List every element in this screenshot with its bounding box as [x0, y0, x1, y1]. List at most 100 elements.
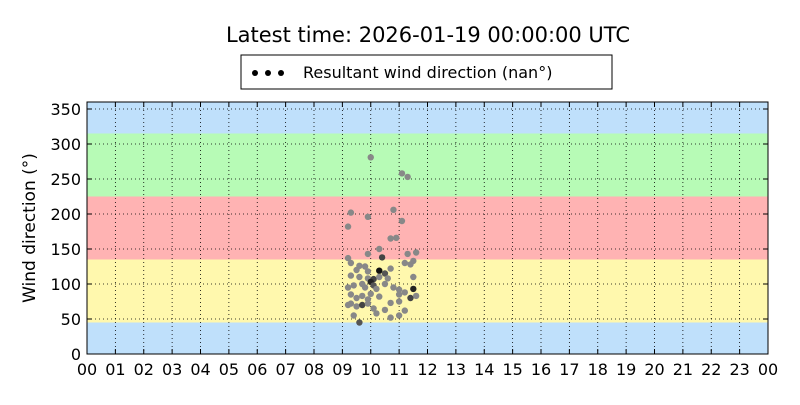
legend-marker-dot: [265, 70, 271, 76]
data-point: [376, 293, 383, 300]
data-point: [367, 154, 374, 161]
data-point: [395, 291, 403, 298]
x-tick-label: 10: [361, 360, 381, 379]
legend-label: Resultant wind direction (nan°): [303, 63, 552, 82]
data-point: [398, 217, 406, 225]
y-tick-label: 350: [50, 100, 81, 119]
data-point: [384, 275, 391, 282]
x-tick-label: 23: [729, 360, 749, 379]
data-point: [387, 299, 394, 307]
data-point: [364, 268, 372, 275]
x-tick-label: 11: [389, 360, 409, 379]
data-point: [398, 170, 406, 177]
data-point: [356, 319, 363, 326]
direction-band: [87, 102, 768, 134]
data-point: [410, 257, 417, 265]
data-point: [361, 263, 369, 270]
x-tick-label: 18: [588, 360, 608, 379]
legend-box: [240, 54, 613, 90]
x-tick-label: 07: [275, 360, 295, 379]
data-point: [381, 270, 389, 277]
data-point: [353, 266, 360, 274]
data-point: [361, 284, 369, 291]
plot-bands: [87, 102, 768, 354]
data-point: [376, 245, 383, 253]
x-tick-label: 21: [673, 360, 693, 379]
data-point: [390, 284, 397, 291]
legend: Resultant wind direction (nan°): [240, 54, 613, 90]
data-point: [359, 292, 366, 300]
y-tick-label: 200: [50, 205, 81, 224]
x-tick-label: 22: [701, 360, 721, 379]
data-point: [347, 209, 355, 216]
data-point: [401, 289, 408, 296]
data-point: [404, 250, 411, 258]
x-tick-label: 01: [105, 360, 125, 379]
axis-ticks: [86, 102, 769, 355]
x-tick-label: 12: [417, 360, 437, 379]
data-point: [412, 292, 420, 300]
data-point: [350, 312, 357, 319]
data-point: [387, 265, 394, 272]
data-point: [378, 254, 386, 261]
y-tick-label: 50: [61, 310, 81, 329]
data-point: [404, 173, 411, 181]
y-tick-label: 150: [50, 240, 81, 259]
data-point: [401, 259, 408, 267]
x-tick-label: 04: [190, 360, 210, 379]
data-point: [387, 314, 394, 321]
data-point: [359, 301, 366, 309]
data-point: [401, 307, 408, 314]
data-point: [356, 273, 363, 281]
data-point: [350, 282, 357, 289]
data-point: [373, 310, 380, 317]
data-point: [387, 235, 394, 242]
data-point: [353, 303, 360, 310]
y-tick-label: 300: [50, 135, 81, 154]
data-point: [381, 280, 389, 288]
y-tick-label: 0: [71, 345, 81, 364]
data-point: [364, 213, 372, 220]
x-tick-labels: 00 01 02 03 04 05 06 07 08 09 10 11 12 13 14 15 16 17 18 19…: [77, 360, 778, 379]
data-point: [395, 298, 403, 305]
x-tick-label: 00: [77, 360, 97, 379]
data-point: [364, 250, 372, 258]
data-point: [376, 273, 383, 281]
data-point: [344, 301, 352, 309]
plot-points: [344, 154, 420, 326]
x-tick-label: 05: [219, 360, 239, 379]
x-tick-label: 16: [531, 360, 551, 379]
data-point: [353, 294, 360, 302]
x-tick-label: 06: [247, 360, 267, 379]
legend-marker-dot: [252, 70, 258, 76]
data-point: [376, 267, 383, 274]
x-tick-label: 03: [162, 360, 182, 379]
data-point: [344, 254, 352, 262]
x-tick-label: 15: [502, 360, 522, 379]
data-point: [412, 249, 420, 256]
data-point: [344, 223, 352, 230]
data-point: [410, 285, 417, 293]
data-point: [347, 259, 355, 267]
data-point: [373, 285, 380, 293]
y-tick-label: 100: [50, 275, 81, 294]
data-point: [347, 272, 355, 279]
data-point: [410, 273, 417, 281]
data-point: [395, 286, 403, 293]
x-tick-label: 09: [332, 360, 352, 379]
x-tick-label: 19: [616, 360, 636, 379]
data-point: [364, 300, 372, 307]
plot-grid: [87, 102, 768, 354]
x-tick-label: 13: [446, 360, 466, 379]
y-tick-label: 250: [50, 170, 81, 189]
x-tick-label: 02: [134, 360, 154, 379]
data-point: [381, 306, 389, 314]
legend-marker-dot: [278, 70, 284, 76]
data-point: [344, 284, 352, 291]
y-axis-label: Wind direction (°): [20, 153, 40, 303]
x-tick-label: 00: [758, 360, 778, 379]
chart-title: Latest time: 2026-01-19 00:00:00 UTC: [226, 23, 630, 47]
x-tick-label: 14: [474, 360, 494, 379]
